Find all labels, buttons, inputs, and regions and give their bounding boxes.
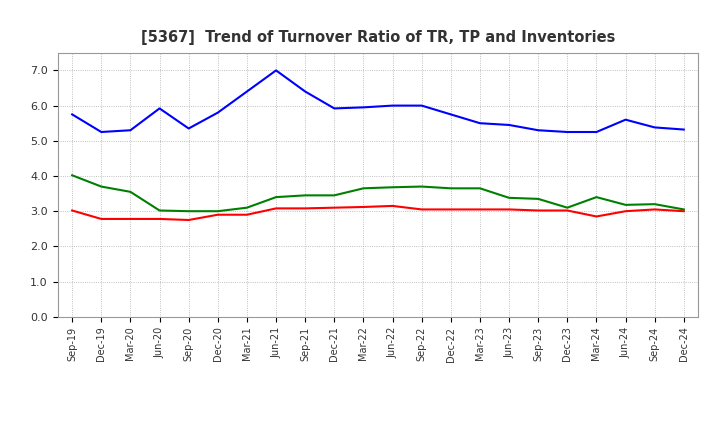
Trade Receivables (621, 209, 630, 214)
Inventories (446, 186, 455, 191)
Inventories (418, 184, 426, 189)
Inventories (476, 186, 485, 191)
Trade Receivables (68, 208, 76, 213)
Trade Payables (446, 112, 455, 117)
Trade Payables (563, 129, 572, 135)
Inventories (388, 185, 397, 190)
Trade Receivables (330, 205, 338, 210)
Trade Receivables (388, 203, 397, 209)
Inventories (621, 202, 630, 208)
Trade Receivables (301, 206, 310, 211)
Inventories (650, 202, 659, 207)
Trade Receivables (534, 208, 543, 213)
Inventories (243, 205, 251, 210)
Trade Receivables (359, 204, 368, 209)
Trade Payables (388, 103, 397, 108)
Trade Receivables (505, 207, 513, 212)
Inventories (359, 186, 368, 191)
Trade Receivables (271, 206, 280, 211)
Trade Receivables (156, 216, 164, 222)
Line: Trade Receivables: Trade Receivables (72, 206, 684, 220)
Trade Payables (68, 112, 76, 117)
Inventories (563, 205, 572, 210)
Inventories (271, 194, 280, 200)
Trade Payables (243, 89, 251, 94)
Inventories (184, 209, 193, 214)
Inventories (505, 195, 513, 201)
Inventories (534, 196, 543, 202)
Trade Payables (476, 121, 485, 126)
Trade Receivables (476, 207, 485, 212)
Trade Receivables (243, 212, 251, 217)
Trade Payables (213, 110, 222, 115)
Trade Receivables (563, 208, 572, 213)
Inventories (301, 193, 310, 198)
Trade Payables (418, 103, 426, 108)
Title: [5367]  Trend of Turnover Ratio of TR, TP and Inventories: [5367] Trend of Turnover Ratio of TR, TP… (141, 29, 615, 45)
Inventories (126, 189, 135, 194)
Inventories (330, 193, 338, 198)
Trade Receivables (418, 207, 426, 212)
Line: Trade Payables: Trade Payables (72, 70, 684, 132)
Trade Receivables (97, 216, 106, 222)
Trade Payables (301, 89, 310, 94)
Trade Payables (330, 106, 338, 111)
Trade Receivables (126, 216, 135, 222)
Line: Inventories: Inventories (72, 175, 684, 211)
Trade Payables (126, 128, 135, 133)
Trade Payables (621, 117, 630, 122)
Trade Receivables (592, 214, 600, 219)
Inventories (680, 207, 688, 212)
Trade Payables (505, 122, 513, 128)
Inventories (68, 172, 76, 178)
Trade Payables (271, 68, 280, 73)
Inventories (592, 194, 600, 200)
Trade Payables (680, 127, 688, 132)
Trade Payables (97, 129, 106, 135)
Inventories (97, 184, 106, 189)
Trade Payables (156, 106, 164, 111)
Inventories (213, 209, 222, 214)
Inventories (156, 208, 164, 213)
Trade Receivables (213, 212, 222, 217)
Trade Receivables (446, 207, 455, 212)
Trade Payables (359, 105, 368, 110)
Trade Receivables (650, 207, 659, 212)
Trade Payables (184, 126, 193, 131)
Trade Receivables (680, 209, 688, 214)
Trade Payables (534, 128, 543, 133)
Trade Payables (592, 129, 600, 135)
Trade Receivables (184, 217, 193, 223)
Trade Payables (650, 125, 659, 130)
